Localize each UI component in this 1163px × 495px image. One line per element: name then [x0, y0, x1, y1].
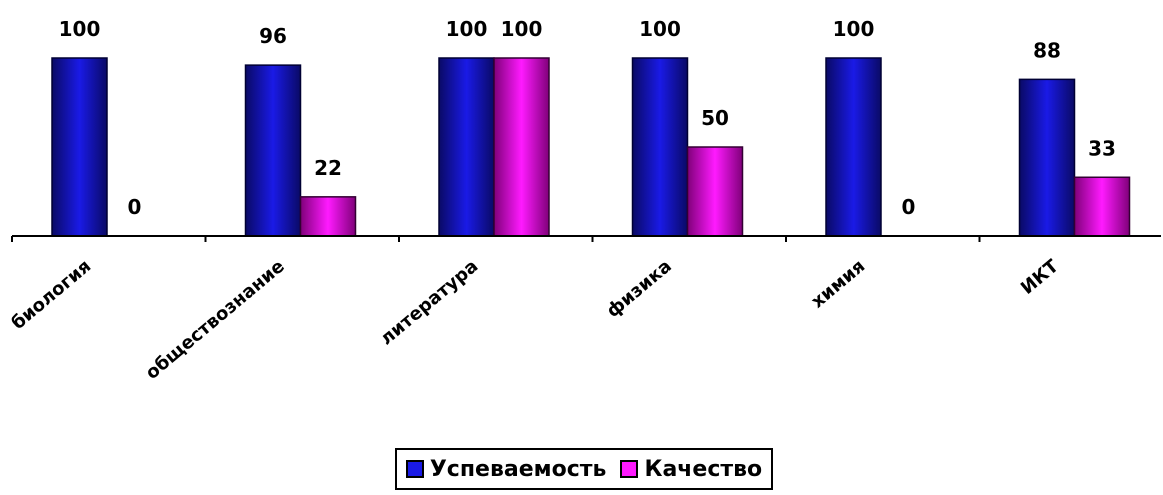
legend-label-series-1: Успеваемость	[429, 456, 607, 482]
legend-item-series-1: Успеваемость	[405, 456, 607, 482]
value-label-2-2: 22	[314, 156, 342, 180]
value-label-1-2: 96	[259, 24, 287, 48]
value-label-2-4: 50	[701, 106, 729, 130]
category-label-6: ИКТ	[1017, 255, 1063, 299]
legend-swatch-series-1	[405, 460, 424, 478]
bar-chart: 100 0 96 22 100 100 100 50 100 0 88 33 биология обще…	[8, 17, 1161, 384]
legend: Успеваемость Качество	[395, 448, 773, 490]
value-label-1-3: 100	[446, 17, 488, 41]
value-label-1-5: 100	[833, 17, 875, 41]
value-label-1-1: 100	[59, 17, 101, 41]
bar-2-6	[1073, 176, 1131, 237]
bar-1-6	[1018, 78, 1076, 237]
value-labels-group: 100 0 96 22 100 100 100 50 100 0 88 33	[59, 17, 1116, 219]
value-label-2-3: 100	[501, 17, 543, 41]
bar-1-5	[825, 57, 882, 237]
x-axis	[11, 235, 1161, 242]
category-label-3: литература	[376, 256, 482, 350]
value-label-1-6: 88	[1033, 38, 1061, 62]
bar-1-2	[244, 64, 302, 237]
category-label-4: физика	[603, 256, 676, 322]
category-label-2: обществознание	[142, 256, 289, 384]
bar-1-3	[438, 57, 495, 237]
bar-2-4	[686, 146, 744, 237]
category-label-5: химия	[807, 256, 869, 313]
category-label-1: биология	[8, 256, 96, 334]
bar-2-3	[493, 57, 550, 237]
bars-group	[51, 57, 1131, 237]
bar-2-2	[299, 196, 357, 237]
legend-label-series-2: Качество	[644, 456, 763, 482]
value-label-2-5: 0	[902, 195, 916, 219]
value-label-2-6: 33	[1088, 136, 1116, 160]
legend-swatch-series-2	[620, 460, 639, 478]
bar-1-1	[51, 57, 108, 237]
category-labels-group: биология обществознание литература физика хи…	[8, 255, 1064, 384]
legend-item-series-2: Качество	[620, 457, 762, 482]
value-label-2-1: 0	[128, 195, 142, 219]
value-label-1-4: 100	[639, 17, 681, 41]
bar-1-4	[631, 57, 689, 237]
